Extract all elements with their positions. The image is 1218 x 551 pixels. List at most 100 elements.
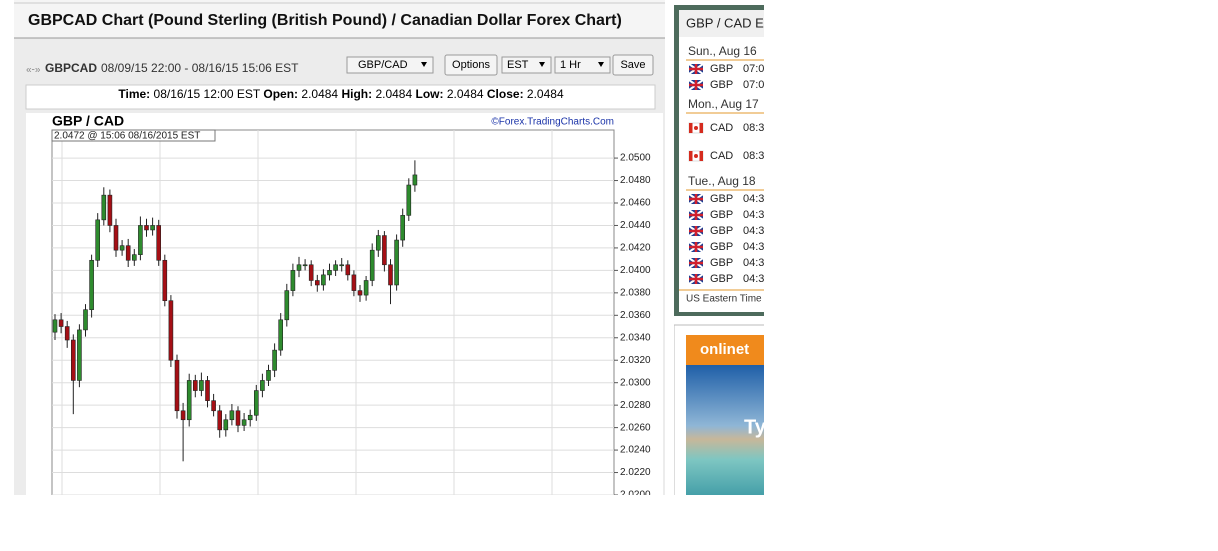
- info-value: 2.0484: [375, 87, 412, 101]
- candle-body: [168, 300, 174, 361]
- candle-body: [333, 264, 338, 271]
- info-value: 2.0484: [447, 87, 484, 101]
- quote-box: [51, 129, 216, 142]
- candle-body: [308, 264, 314, 281]
- candle-body: [180, 410, 186, 421]
- event-currency: CAD: [710, 122, 733, 134]
- candle-body: [132, 254, 137, 261]
- options-button[interactable]: [444, 54, 498, 76]
- candle-body: [272, 349, 277, 371]
- info-label: Close:: [487, 87, 524, 101]
- candle-body: [119, 245, 125, 251]
- candle-body: [199, 380, 204, 391]
- candle-body: [229, 410, 235, 421]
- y-tick-label: 2.0400: [620, 265, 651, 276]
- ad-image[interactable]: [686, 365, 766, 500]
- event-time: 04:3: [743, 193, 764, 205]
- candle-body: [235, 410, 241, 426]
- sidebar: GBP / CAD E Sun., Aug 16 GBP 07:0 GBP 07:0 Mo…: [674, 5, 767, 500]
- info-label: High:: [341, 87, 372, 101]
- page-title: GBPCAD Chart (Pound Sterling (British Po…: [28, 12, 622, 29]
- day-label: Mon., Aug 17: [688, 97, 759, 111]
- pair-select-text: GBP/CAD: [358, 59, 408, 71]
- select-arrow: [539, 62, 545, 67]
- candle-body: [125, 245, 131, 261]
- nav-arrows[interactable]: «-»: [26, 65, 41, 76]
- y-tick-label: 2.0420: [620, 243, 651, 254]
- y-tick-label: 2.0260: [620, 422, 651, 433]
- chart-source[interactable]: ©Forex.TradingCharts.Com: [491, 117, 614, 128]
- flag-uk-cross: [689, 226, 703, 236]
- candle-body: [278, 319, 284, 351]
- candle-body: [77, 329, 82, 381]
- event-currency: GBP: [710, 63, 733, 75]
- candle-body: [174, 359, 180, 412]
- candle-body: [266, 370, 271, 381]
- y-tick-label: 2.0340: [620, 332, 651, 343]
- y-tick-label: 2.0300: [620, 377, 651, 388]
- candle-body: [339, 264, 345, 267]
- event-currency: GBP: [710, 225, 733, 237]
- flag-ca-band: [689, 123, 693, 133]
- y-tick-label: 2.0500: [620, 153, 651, 164]
- tz-select[interactable]: [501, 56, 552, 74]
- candle-body: [241, 419, 247, 426]
- y-tick-label: 2.0200: [620, 490, 651, 501]
- flag-ca-leaf: [694, 154, 698, 158]
- y-tick-label: 2.0480: [620, 175, 651, 186]
- flag-uk-cross: [689, 274, 703, 284]
- ad-headline[interactable]: Ty: [744, 416, 767, 438]
- candle-body: [58, 319, 64, 327]
- info-label: Low:: [416, 87, 444, 101]
- info-value: 08/16/15 12:00 EST: [154, 87, 261, 101]
- pair-select[interactable]: [346, 56, 434, 74]
- chart-title: GBP / CAD: [52, 113, 124, 129]
- event-time: 07:0: [743, 79, 764, 91]
- ad-brand[interactable]: onlinet: [700, 341, 749, 358]
- candle-body: [83, 309, 88, 331]
- event-time: 08:3: [743, 122, 764, 134]
- candle-body: [64, 326, 70, 341]
- candle-body: [412, 174, 418, 186]
- event-time: 07:0: [743, 63, 764, 75]
- flag-uk-cross: [689, 80, 703, 90]
- chart-subtitle: 2.0472 @ 15:06 08/16/2015 EST: [54, 131, 200, 142]
- candle-body: [351, 274, 357, 291]
- info-label: Open:: [263, 87, 298, 101]
- save-button[interactable]: [612, 54, 654, 76]
- event-currency: GBP: [710, 209, 733, 221]
- sidebar-title: GBP / CAD E: [686, 15, 764, 30]
- candle-body: [186, 380, 192, 421]
- interval-select-text: 1 Hr: [560, 59, 581, 71]
- info-value: 2.0484: [301, 87, 338, 101]
- candle-body: [101, 194, 107, 221]
- candle-body: [138, 225, 143, 255]
- candle-body: [217, 410, 222, 431]
- event-time: 04:3: [743, 225, 764, 237]
- candle-body: [156, 225, 161, 261]
- candle-body: [406, 184, 412, 216]
- candle-body: [260, 380, 265, 391]
- flag-ca-band: [699, 151, 703, 161]
- event-time: 04:3: [743, 241, 764, 253]
- event-time: 04:3: [743, 257, 764, 269]
- info-line: Time: 08/16/15 12:00 EST Open: 2.0484 Hi…: [118, 87, 564, 101]
- sidebar-footer: US Eastern Time: [686, 294, 762, 305]
- event-currency: GBP: [710, 241, 733, 253]
- day-label: Sun., Aug 16: [688, 44, 757, 58]
- candle-body: [107, 194, 113, 226]
- interval-select[interactable]: [554, 56, 611, 74]
- y-tick-label: 2.0460: [620, 198, 651, 209]
- y-tick-label: 2.0380: [620, 287, 651, 298]
- tz-select-text: EST: [507, 59, 529, 71]
- candle-body: [150, 225, 155, 231]
- y-tick-label: 2.0220: [620, 467, 651, 478]
- candle-body: [284, 290, 290, 321]
- event-currency: GBP: [710, 193, 733, 205]
- day-label: Tue., Aug 18: [688, 174, 756, 188]
- candle-body: [321, 274, 326, 286]
- candle-body: [400, 215, 406, 241]
- info-label: Time:: [118, 87, 150, 101]
